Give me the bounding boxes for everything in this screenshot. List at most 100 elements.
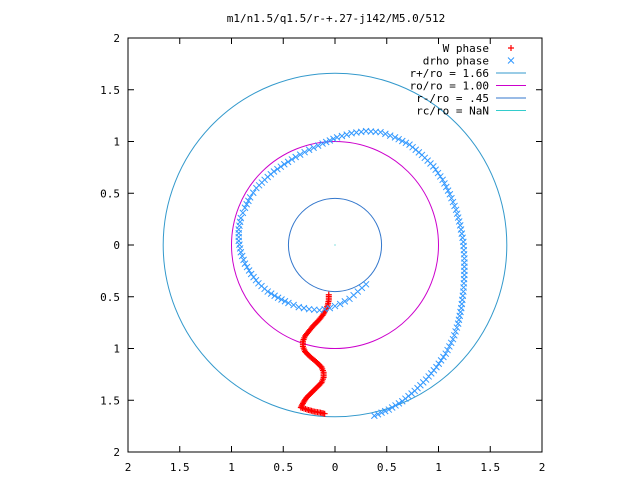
drho-phase-point (238, 252, 246, 260)
x-tick-label: 2 (125, 461, 132, 474)
chart-title: m1/n1.5/q1.5/r-+.27-j142/M5.0/512 (227, 12, 446, 25)
drho-phase-point (441, 180, 448, 187)
drho-phase-series (235, 127, 468, 420)
x-tick-label: 1.5 (480, 461, 500, 474)
drho-phase-point (386, 132, 394, 139)
legend-label: r+/ro = 1.66 (410, 67, 489, 80)
drho-phase-point (326, 304, 334, 312)
drho-phase-point (448, 194, 455, 202)
drho-phase-point (395, 135, 403, 143)
drho-phase-point (346, 295, 353, 303)
legend-label: ro/ro = 1.00 (410, 80, 489, 93)
y-tick-label: 0.5 (100, 187, 120, 200)
drho-phase-point (391, 134, 399, 141)
y-tick-label: 0.5 (100, 291, 120, 304)
drho-phase-point (274, 294, 282, 302)
drho-phase-point (454, 214, 462, 221)
drho-phase-point (239, 209, 247, 217)
drho-phase-point (290, 301, 297, 309)
w-phase-point (321, 410, 328, 417)
drho-phase-point (395, 400, 403, 407)
drho-phase-point (284, 158, 292, 166)
drho-phase-point (450, 331, 458, 339)
drho-phase-point (442, 350, 450, 358)
drho-phase-point (378, 409, 385, 417)
circle-ro-ro-1-00 (231, 141, 439, 349)
x-tick-label: 0 (332, 461, 339, 474)
drho-phase-point (278, 296, 285, 303)
drho-phase-point (277, 163, 285, 171)
drho-phase-point (305, 146, 313, 154)
drho-phase-point (270, 168, 278, 175)
drho-phase-point (285, 299, 292, 307)
y-tick-label: 2 (113, 32, 120, 45)
drho-phase-point (280, 160, 288, 168)
drho-phase-point (241, 260, 249, 267)
drho-phase-point (388, 404, 396, 411)
legend-label: drho phase (423, 55, 489, 68)
drho-phase-point (241, 204, 249, 212)
drho-phase-point (246, 194, 254, 201)
drho-phase-point (243, 200, 251, 208)
drho-phase-point (457, 226, 465, 233)
drho-phase-point (245, 267, 253, 274)
w-phase-series (297, 291, 332, 417)
y-tick-label: 1 (113, 136, 120, 149)
center-point (334, 244, 336, 246)
drho-phase-point (429, 162, 437, 170)
drho-phase-point (301, 148, 308, 156)
drho-phase-point (446, 343, 453, 350)
legend-marker-plus (508, 45, 514, 51)
drho-phase-point (452, 206, 460, 214)
drho-phase-point (296, 151, 304, 158)
drho-phase-point (440, 353, 447, 361)
drho-phase-point (243, 263, 251, 271)
w-phase-point (303, 331, 310, 338)
drho-phase-point (459, 234, 466, 242)
drho-phase-point (444, 346, 451, 354)
legend-label: rc/ro = NaN (416, 105, 489, 118)
drho-phase-point (341, 298, 349, 305)
drho-phase-point (458, 230, 466, 237)
drho-phase-point (402, 139, 410, 147)
drho-phase-point (449, 335, 457, 343)
drho-phase-point (435, 360, 443, 368)
drho-phase-point (338, 132, 346, 140)
drho-phase-point (453, 324, 461, 331)
drho-phase-point (454, 320, 462, 328)
drho-phase-point (333, 134, 341, 141)
drho-phase-point (321, 305, 329, 313)
drho-phase-point (374, 410, 382, 418)
drho-phase-point (455, 218, 463, 225)
drho-phase-point (382, 130, 389, 138)
drho-phase-point (370, 412, 378, 420)
drho-phase-point (452, 328, 459, 335)
x-tick-label: 0.5 (377, 461, 397, 474)
drho-phase-point (437, 357, 445, 364)
drho-phase-point (456, 221, 464, 229)
drho-phase-point (326, 137, 334, 144)
drho-phase-point (288, 156, 296, 163)
drho-phase-point (245, 197, 252, 205)
y-tick-label: 1.5 (100, 394, 120, 407)
drho-phase-point (267, 290, 275, 297)
drho-phase-point (281, 297, 289, 305)
drho-phase-point (319, 140, 326, 147)
drho-phase-point (442, 183, 450, 191)
drho-phase-point (249, 189, 257, 197)
drho-phase-point (398, 397, 406, 405)
drho-phase-point (432, 166, 440, 174)
circle-r-ro-1-66 (162, 72, 508, 418)
drho-phase-point (336, 300, 344, 308)
y-tick-label: 1 (113, 343, 120, 356)
drho-phase-point (343, 131, 351, 138)
drho-phase-point (447, 339, 455, 347)
drho-phase-point (331, 302, 339, 310)
legend-label: W phase (443, 42, 489, 55)
drho-phase-point (271, 292, 278, 300)
drho-phase-point (240, 256, 247, 264)
legend-label: r-/ro = .45 (416, 92, 489, 105)
drho-phase-point (444, 187, 452, 195)
drho-phase-point (247, 270, 255, 278)
